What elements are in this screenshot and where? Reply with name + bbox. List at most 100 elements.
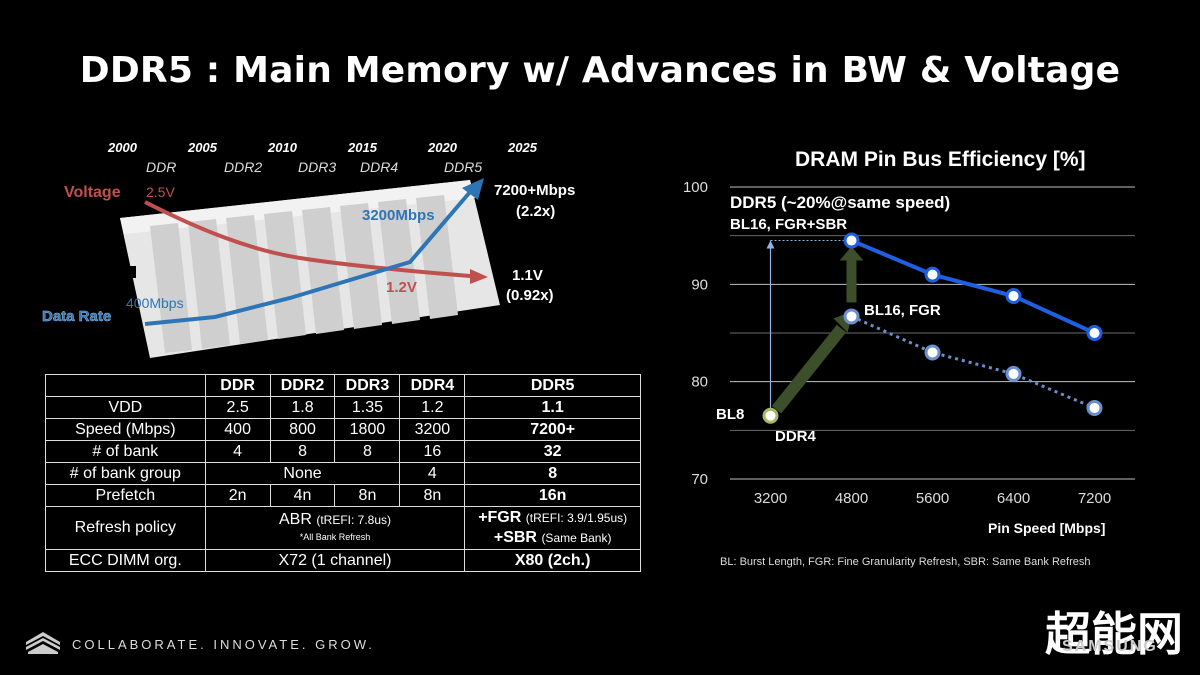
- row-label: VDD: [45, 396, 206, 419]
- data-point: [843, 232, 860, 249]
- row-label: # of bank group: [45, 462, 206, 485]
- voltage-trend-line: [144, 200, 471, 278]
- annotation-bl16-sbr: BL16, FGR+SBR: [730, 216, 847, 233]
- generation-label: DDR: [146, 159, 176, 175]
- chart-footnote: BL: Burst Length, FGR: Fine Granularity …: [720, 556, 1091, 568]
- generation-label: DDR3: [298, 159, 336, 175]
- data-rate-trend-line: [144, 190, 472, 326]
- voltage-label: Voltage: [64, 184, 121, 201]
- table-cell: 8n: [399, 484, 466, 507]
- x-tick-label: 3200: [754, 490, 787, 507]
- annotation-ddr5: DDR5 (~20%@same speed): [730, 193, 950, 212]
- table-header: DDR3: [334, 374, 401, 397]
- ddr5-cell: 7200+: [464, 418, 641, 441]
- voltage-arrowhead: [470, 269, 488, 284]
- table-cell: 4: [399, 462, 466, 485]
- data-rate-end-label: 7200+Mbps: [494, 182, 575, 199]
- sbr-note: (Same Bank): [541, 531, 612, 545]
- improvement-arrows: [766, 240, 864, 414]
- table-cell: 1.35: [334, 396, 401, 419]
- data-rate-arrowhead: [462, 178, 484, 200]
- data-rate-end-ratio: (2.2x): [516, 203, 555, 220]
- slide-title: DDR5 : Main Memory w/ Advances in BW & V…: [79, 50, 1121, 91]
- data-point: [1005, 365, 1022, 382]
- table-cell: 1800: [334, 418, 401, 441]
- ddr5-cell: +FGR (tREFI: 3.9/1.95us) +SBR (Same Bank…: [464, 506, 641, 550]
- table-row: Refresh policy ABR (tREFI: 7.8us) *All B…: [45, 506, 641, 550]
- abr-text: ABR: [278, 510, 312, 528]
- year-label: 2015: [347, 140, 378, 155]
- x-axis-title: Pin Speed [Mbps]: [988, 520, 1105, 536]
- ddr-spec-table: DDR DDR2 DDR3 DDR4 DDR5 VDD 2.5 1.8 1.35…: [45, 374, 641, 572]
- table-cell: 800: [269, 418, 336, 441]
- annotation-ddr4: DDR4: [775, 428, 816, 445]
- company-logo: [26, 632, 60, 659]
- table-row: Prefetch 2n 4n 8n 8n 16n: [45, 484, 641, 507]
- data-point: [843, 308, 860, 325]
- row-label: Refresh policy: [45, 506, 206, 550]
- y-tick-label: 70: [691, 471, 708, 488]
- table-cell: 1.8: [269, 396, 336, 419]
- series-line: [850, 238, 1096, 335]
- year-label: 2025: [507, 140, 538, 155]
- table-header-row: DDR DDR2 DDR3 DDR4 DDR5: [45, 374, 641, 397]
- table-header: DDR: [204, 374, 271, 397]
- table-cell: 400: [204, 418, 271, 441]
- voltage-start-label: 2.5V: [146, 184, 175, 200]
- chart-series: [762, 232, 1103, 424]
- generation-label: DDR2: [224, 159, 262, 175]
- row-label: Speed (Mbps): [45, 418, 206, 441]
- data-rate-start-label: 400Mbps: [126, 295, 184, 311]
- fgr-text: +FGR: [478, 509, 522, 526]
- voltage-end-label: 1.1V: [512, 267, 543, 284]
- table-row: ECC DIMM org. X72 (1 channel) X80 (2ch.): [45, 549, 641, 572]
- y-axis: 100 90 80 70: [683, 179, 708, 488]
- table-header: DDR2: [269, 374, 336, 397]
- year-label: 2000: [107, 140, 138, 155]
- x-tick-label: 7200: [1078, 490, 1111, 507]
- annotation-bl16-fgr: BL16, FGR: [864, 302, 941, 319]
- voltage-end-ratio: (0.92x): [506, 287, 554, 304]
- row-label: Prefetch: [45, 484, 206, 507]
- table-cell: 4n: [269, 484, 336, 507]
- data-point: [762, 407, 779, 424]
- ddr5-cell: 8: [464, 462, 641, 485]
- y-tick-label: 80: [691, 374, 708, 391]
- sbr-arrowhead: [839, 246, 864, 261]
- fgr-to-sbr-arrow: [846, 254, 857, 303]
- guide-arrowhead: [766, 240, 775, 249]
- footer-tagline: COLLABORATE. INNOVATE. GROW.: [72, 637, 375, 652]
- series-line: [850, 315, 1096, 410]
- table-cell: 8: [269, 440, 336, 463]
- y-tick-label: 90: [691, 276, 708, 293]
- year-label: 2005: [187, 140, 218, 155]
- table-cell: 4: [204, 440, 271, 463]
- watermark-logo: 超能网: [1045, 607, 1183, 661]
- x-axis: 3200 4800 5600 6400 7200: [754, 490, 1111, 507]
- data-rate-label: Data Rate: [42, 308, 111, 325]
- timeline-chart: 2000 2005 2010 2015 2020 2025 DDR DDR2 D…: [0, 130, 650, 370]
- abr-sub: *All Bank Refresh: [299, 531, 371, 542]
- table-cell: 2.5: [204, 396, 271, 419]
- brand-logo: SAMSUNG: [1062, 638, 1158, 655]
- chart-title: DRAM Pin Bus Efficiency [%]: [795, 148, 1086, 171]
- table-cell: 2n: [204, 484, 271, 507]
- dimm-module-image: [120, 180, 500, 358]
- table-header: [45, 374, 206, 397]
- abr-note: (tREFI: 7.8us): [316, 512, 392, 527]
- generation-label: DDR5: [444, 159, 482, 175]
- y-tick-label: 100: [683, 179, 708, 196]
- data-point: [924, 266, 941, 283]
- table-header: DDR4: [399, 374, 466, 397]
- generation-label: DDR4: [360, 159, 398, 175]
- year-label: 2020: [427, 140, 458, 155]
- ddr5-cell: 16n: [464, 484, 641, 507]
- table-row: Speed (Mbps) 400 800 1800 3200 7200+: [45, 418, 641, 441]
- ddr5-cell: X80 (2ch.): [464, 549, 641, 572]
- table-cell: 8: [334, 440, 401, 463]
- data-point: [1086, 325, 1103, 341]
- table-cell: X72 (1 channel): [204, 549, 466, 572]
- table-cell: 16: [399, 440, 466, 463]
- table-row: # of bank group None 4 8: [45, 462, 641, 485]
- data-point: [1086, 399, 1103, 416]
